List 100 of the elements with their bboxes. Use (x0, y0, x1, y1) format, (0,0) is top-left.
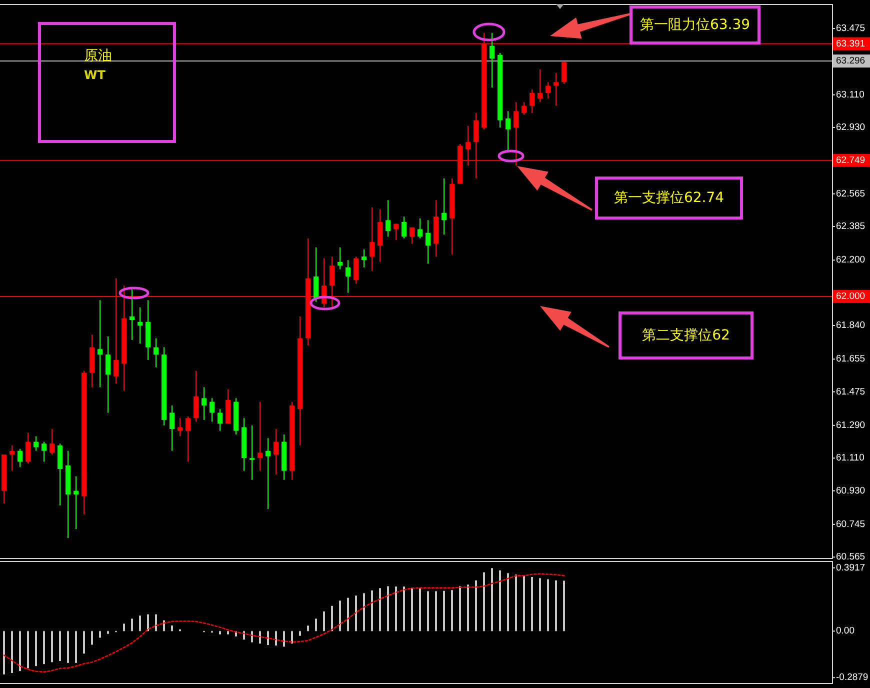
bar (251, 631, 253, 642)
bar (499, 570, 501, 632)
ref-line-label: 62.000 (836, 290, 866, 302)
candlestick (410, 226, 414, 244)
candlestick (562, 62, 566, 84)
candlestick (202, 386, 206, 420)
bar (75, 631, 77, 663)
bar (267, 631, 269, 646)
bar (427, 591, 429, 632)
candlestick (18, 448, 22, 468)
candlestick (338, 246, 342, 270)
bar (323, 611, 325, 632)
bar (563, 580, 565, 632)
bar (419, 588, 421, 632)
y-tick-label: 60.930 (836, 485, 866, 496)
candlestick (226, 388, 230, 424)
annotation: 第二支撑位62 (642, 327, 730, 344)
bar (67, 631, 69, 663)
bar (11, 631, 13, 673)
y-tick-label: 63.475 (836, 23, 866, 34)
candlestick (42, 441, 46, 462)
bar (3, 631, 5, 674)
candlestick (530, 88, 534, 114)
y-tick-label: 61.840 (836, 320, 866, 331)
bar (147, 614, 149, 632)
candlestick (210, 398, 214, 422)
y-tick-label: 0.3917 (836, 562, 866, 574)
candlestick (194, 370, 198, 422)
bar (219, 631, 221, 634)
candlestick (546, 82, 550, 99)
y-tick-label: 0.00 (836, 626, 854, 637)
line-series (3, 573, 565, 672)
candlestick (10, 444, 14, 472)
candlestick (442, 178, 446, 236)
candlestick (418, 218, 422, 239)
bar (91, 631, 93, 645)
candlestick (426, 220, 430, 264)
candlestick (26, 432, 30, 464)
bar (395, 586, 397, 632)
candlestick (346, 260, 350, 294)
bar (123, 624, 125, 632)
candlestick (58, 443, 62, 506)
y-tick-label: 60.745 (836, 518, 866, 530)
bar (331, 606, 333, 632)
y-tick-label: 61.655 (836, 354, 866, 365)
candlestick (386, 200, 390, 237)
candlestick (154, 338, 158, 368)
candlestick (178, 418, 182, 437)
candlestick (514, 102, 518, 166)
ref-line-label: 63.296 (836, 56, 866, 67)
bar (523, 575, 525, 632)
y-tick-label: 61.475 (836, 386, 866, 398)
bar (315, 618, 317, 632)
bar (307, 626, 309, 632)
candlestick (50, 428, 54, 455)
y-tick-label: 60.565 (836, 552, 866, 563)
text: 原油 (84, 48, 112, 64)
bar (467, 584, 469, 632)
bar (19, 631, 21, 672)
bar (547, 579, 549, 632)
candlestick (506, 110, 510, 152)
candlestick (314, 246, 318, 302)
candlestick (138, 306, 142, 344)
bar (27, 631, 29, 668)
candlestick (362, 248, 366, 268)
y-tick-label: 61.290 (836, 420, 866, 431)
candlestick (354, 256, 358, 284)
candlestick (218, 408, 222, 432)
bar (539, 578, 541, 632)
bar (363, 593, 365, 632)
candlestick (274, 428, 278, 475)
annotation: 第一支撑位62.74 (614, 190, 724, 206)
bar (355, 596, 357, 632)
candlestick (258, 401, 262, 472)
bar (531, 576, 533, 632)
bar (107, 631, 109, 634)
bar (387, 586, 389, 632)
candlestick (378, 208, 382, 262)
bar (475, 580, 477, 632)
candlestick (266, 438, 270, 510)
bar (139, 616, 141, 632)
bar (83, 631, 85, 654)
bar (443, 590, 445, 632)
bar (227, 631, 229, 634)
bar (403, 586, 405, 632)
y-tick-label: 62.385 (836, 221, 866, 232)
bar (339, 600, 341, 632)
bar (283, 631, 285, 647)
bar (411, 588, 413, 632)
candlestick (106, 336, 110, 414)
bar (371, 590, 373, 632)
candlestick (554, 72, 558, 106)
y-tick-label: 61.110 (836, 452, 864, 464)
bar (299, 631, 301, 636)
candlestick (394, 223, 398, 241)
y-tick-label: 62.565 (836, 188, 866, 200)
text: WT (84, 68, 106, 82)
bar (379, 588, 381, 632)
y-tick-label: -0.2879 (836, 672, 868, 684)
bar (507, 573, 509, 632)
